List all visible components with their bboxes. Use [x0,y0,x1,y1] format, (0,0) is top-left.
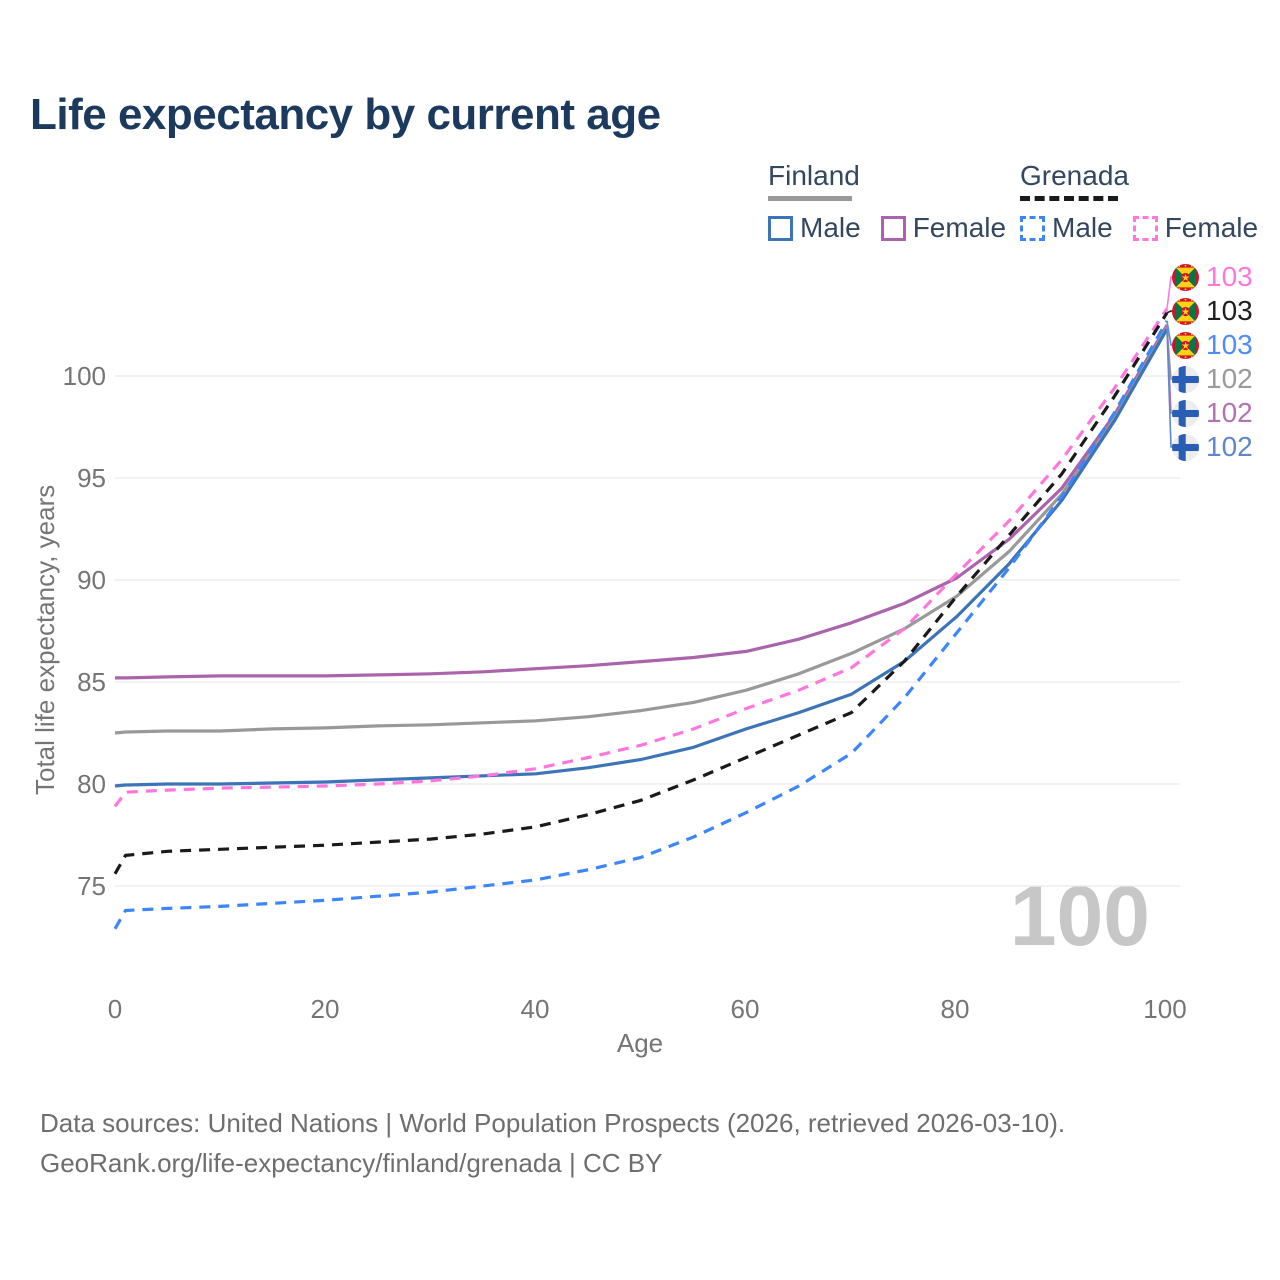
legend-item-label: Male [800,212,861,243]
legend-country-grenada-label: Grenada [1020,160,1129,191]
endpoint-value: 103 [1206,329,1253,360]
x-tick-80: 80 [940,994,970,1024]
endpoint-value: 102 [1206,431,1253,462]
data-sources-line: Data sources: United Nations | World Pop… [40,1108,1066,1138]
svg-text:★: ★ [1181,307,1190,318]
finland-female-swatch [880,215,906,241]
page-title: Life expectancy by current age [30,90,661,139]
x-axis-title: Age [616,1028,664,1058]
y-tick-90: 90 [77,565,106,595]
legend-item-label: Female [912,212,1007,243]
x-tick-20: 20 [310,994,340,1024]
finland-line-sample [768,196,852,201]
legend-item-grenada-male[interactable]: Male [1020,212,1113,244]
y-tick-100: 100 [62,361,106,391]
x-tick-60: 60 [730,994,760,1024]
legend-group-finland: Finland Male Female [768,160,1006,244]
legend-country-finland-label: Finland [768,160,860,191]
grenada-flag-icon: ★ [1172,263,1199,291]
x-tick-100: 100 [1143,994,1187,1024]
legend-item-finland-female[interactable]: Female [880,212,1007,244]
y-tick-95: 95 [77,463,106,493]
y-tick-75: 75 [77,871,106,901]
legend-country-grenada[interactable]: Grenada [1020,160,1258,201]
x-tick-40: 40 [520,994,550,1024]
svg-text:★: ★ [1181,273,1190,284]
x-tick-0: 0 [107,994,123,1024]
grenada-flag-icon: ★ [1172,331,1199,359]
svg-text:★: ★ [1181,341,1190,352]
endpoint-grenada-female: ★ 103 [1172,261,1253,292]
legend-item-label: Female [1164,212,1259,243]
endpoint-value: 102 [1206,363,1253,394]
endpoint-value: 103 [1206,295,1253,326]
grenada-line-sample [1020,196,1118,201]
y-tick-80: 80 [77,769,106,799]
y-tick-85: 85 [77,667,106,697]
endpoint-grenada-male: ★ 103 [1172,329,1253,360]
endpoint-grenada-total: ★ 103 [1172,295,1253,326]
finland-flag-icon [1172,399,1199,427]
legend-group-grenada: Grenada Male Female [1020,160,1258,244]
endpoint-value: 102 [1206,397,1253,428]
endpoint-finland-total: 102 [1172,363,1253,394]
grenada-female-swatch [1132,215,1158,241]
age-counter-watermark: 100 [1009,869,1150,963]
grenada-flag-icon: ★ [1172,297,1199,325]
attribution-line: GeoRank.org/life-expectancy/finland/gren… [40,1148,663,1178]
finland-male-swatch [768,215,793,241]
legend-item-label: Male [1052,212,1113,243]
finland-flag-icon [1172,433,1199,461]
y-axis-title: Total life expectancy, years [30,484,60,795]
endpoint-finland-female: 102 [1172,397,1253,428]
finland-flag-icon [1172,365,1199,393]
endpoint-value: 103 [1206,261,1253,292]
endpoint-finland-male: 102 [1172,431,1253,462]
legend-item-finland-male[interactable]: Male [768,212,861,244]
legend-country-finland[interactable]: Finland [768,160,1006,201]
gridlines [115,375,1180,887]
legend-item-grenada-female[interactable]: Female [1132,212,1259,244]
series-lines [113,307,1169,930]
grenada-male-swatch [1020,215,1045,241]
